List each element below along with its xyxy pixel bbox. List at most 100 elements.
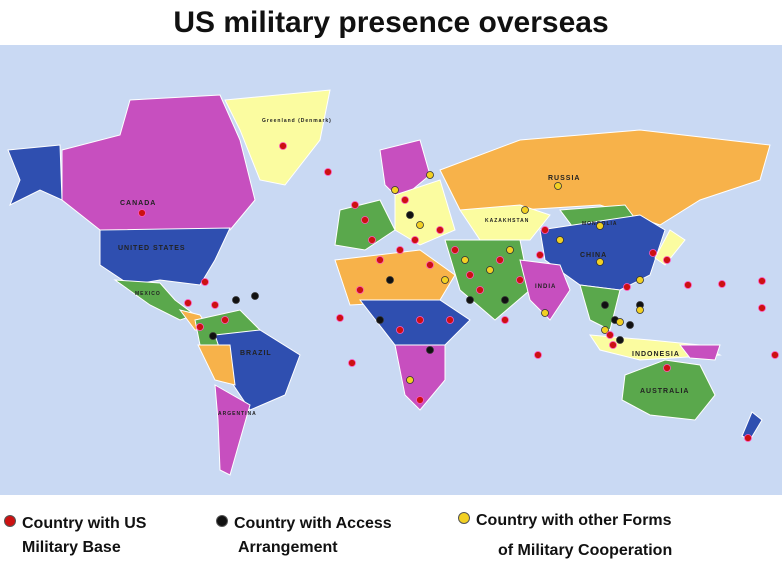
- us-base-marker: [368, 236, 376, 244]
- us-base-marker: [138, 209, 146, 217]
- us-base-marker: [221, 316, 229, 324]
- africa-north: [334, 249, 456, 306]
- label-brazil: BRAZIL: [240, 350, 272, 357]
- us-base-marker: [396, 246, 404, 254]
- us-base-marker: [426, 261, 434, 269]
- access-marker: [426, 346, 434, 354]
- cooperation-marker: [521, 206, 529, 214]
- us-base-marker: [411, 236, 419, 244]
- access-marker: [251, 292, 259, 300]
- cooperation-marker: [506, 246, 514, 254]
- cooperation-marker: [554, 182, 562, 190]
- us-base-marker: [416, 316, 424, 324]
- us-base-marker: [623, 283, 631, 291]
- us-base-marker: [348, 359, 356, 367]
- label-united-states: UNITED STATES: [118, 245, 186, 252]
- legend-item-access: Country with Access Arrangement: [216, 512, 392, 560]
- us-base-marker: [684, 281, 692, 289]
- label-argentina: ARGENTINA: [218, 411, 257, 417]
- cooperation-marker: [596, 258, 604, 266]
- japan: [654, 229, 686, 266]
- us-base-marker: [663, 256, 671, 264]
- access-marker: [626, 321, 634, 329]
- label-mexico: MEXICO: [135, 291, 161, 297]
- cooperation-marker: [601, 326, 609, 334]
- us-base-marker: [446, 316, 454, 324]
- us-base-marker: [336, 314, 344, 322]
- legend-text: Military Base: [22, 539, 121, 556]
- us-base-marker: [279, 142, 287, 150]
- access-marker: [501, 296, 509, 304]
- legend-text: Arrangement: [238, 539, 338, 556]
- legend-text: Country with other Forms: [476, 512, 672, 529]
- access-marker: [386, 276, 394, 284]
- label-india: INDIA: [535, 284, 556, 290]
- us-base-marker: [758, 277, 766, 285]
- cooperation-marker: [391, 186, 399, 194]
- label-canada: CANADA: [120, 200, 156, 207]
- us-base-marker: [771, 351, 779, 359]
- cooperation-marker: [426, 171, 434, 179]
- us-base-marker: [663, 364, 671, 372]
- access-marker: [406, 211, 414, 219]
- southeast-asia: [579, 284, 621, 331]
- papua: [678, 344, 721, 361]
- world-map: CANADA UNITED STATES Greenland (Denmark)…: [0, 45, 782, 495]
- us-base-marker: [376, 256, 384, 264]
- us-base-marker: [356, 286, 364, 294]
- us-base-marker: [541, 226, 549, 234]
- cooperation-marker: [461, 256, 469, 264]
- europe-west: [334, 199, 396, 251]
- us-base-marker: [606, 331, 614, 339]
- us-base-marker: [416, 396, 424, 404]
- kazakhstan: [459, 204, 551, 241]
- label-indonesia: INDONESIA: [632, 351, 680, 358]
- access-marker: [466, 296, 474, 304]
- label-russia: RUSSIA: [548, 175, 580, 182]
- scandinavia: [379, 139, 431, 201]
- red-dot-icon: [4, 515, 16, 527]
- us-base-marker: [361, 216, 369, 224]
- alaska: [7, 144, 63, 207]
- us-base-marker: [196, 323, 204, 331]
- cooperation-marker: [406, 376, 414, 384]
- yellow-dot-icon: [458, 512, 470, 524]
- us-base-marker: [718, 280, 726, 288]
- map-title: US military presence overseas: [173, 6, 609, 39]
- us-base-marker: [401, 196, 409, 204]
- us-base-marker: [184, 299, 192, 307]
- cooperation-marker: [441, 276, 449, 284]
- us-base-marker: [451, 246, 459, 254]
- legend-item-cooperation: Country with other Forms of Military Coo…: [458, 506, 672, 566]
- us-base-marker: [436, 226, 444, 234]
- cooperation-marker: [556, 236, 564, 244]
- markers: [138, 142, 779, 442]
- us-base-marker: [609, 341, 617, 349]
- legend-text: of Military Cooperation: [498, 542, 673, 559]
- label-greenland: Greenland (Denmark): [262, 118, 332, 124]
- us-base-marker: [516, 276, 524, 284]
- canada: [61, 94, 256, 231]
- united-states: [99, 227, 231, 286]
- label-kazakhstan: KAZAKHSTAN: [485, 218, 529, 224]
- us-base-marker: [758, 304, 766, 312]
- cooperation-marker: [486, 266, 494, 274]
- legend-item-base: Country with US Military Base: [4, 512, 146, 560]
- us-base-marker: [211, 301, 219, 309]
- us-base-marker: [649, 249, 657, 257]
- cooperation-marker: [636, 276, 644, 284]
- access-marker: [232, 296, 240, 304]
- us-base-marker: [201, 278, 209, 286]
- greenland: [224, 89, 331, 186]
- legend-text: Country with Access: [234, 515, 392, 532]
- legend-text: Country with US: [22, 515, 147, 532]
- access-marker: [601, 301, 609, 309]
- us-base-marker: [324, 168, 332, 176]
- access-marker: [376, 316, 384, 324]
- us-base-marker: [466, 271, 474, 279]
- us-base-marker: [496, 256, 504, 264]
- us-base-marker: [501, 316, 509, 324]
- us-base-marker: [396, 326, 404, 334]
- us-base-marker: [351, 201, 359, 209]
- australia: [621, 359, 716, 421]
